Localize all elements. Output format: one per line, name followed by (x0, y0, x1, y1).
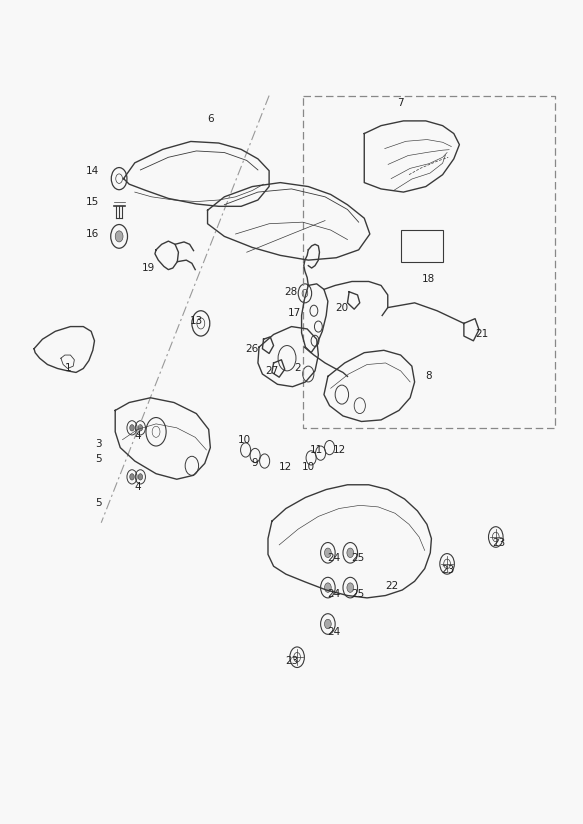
Text: 6: 6 (207, 115, 213, 124)
Text: 28: 28 (284, 287, 297, 297)
Text: 12: 12 (279, 462, 293, 472)
Text: 2: 2 (294, 363, 300, 373)
Text: 1: 1 (64, 363, 71, 373)
Circle shape (138, 424, 143, 431)
Circle shape (325, 583, 331, 592)
Text: 23: 23 (492, 537, 505, 547)
Text: 5: 5 (95, 455, 101, 465)
Text: 9: 9 (252, 458, 258, 468)
Text: 24: 24 (327, 554, 340, 564)
Circle shape (325, 548, 331, 558)
Circle shape (347, 583, 354, 592)
Text: 10: 10 (302, 462, 315, 472)
Text: 18: 18 (422, 274, 436, 284)
Circle shape (138, 474, 143, 480)
Text: 13: 13 (189, 316, 203, 326)
Text: 19: 19 (142, 263, 156, 273)
Text: 25: 25 (351, 589, 364, 599)
Text: 5: 5 (95, 498, 101, 508)
Text: 23: 23 (441, 565, 455, 575)
Text: 21: 21 (475, 330, 489, 339)
Text: 4: 4 (134, 482, 141, 492)
Text: 3: 3 (95, 438, 101, 448)
Circle shape (130, 474, 134, 480)
Circle shape (130, 424, 134, 431)
Bar (401, 230, 442, 262)
Text: 22: 22 (385, 581, 399, 591)
Text: 10: 10 (237, 435, 251, 445)
Text: 14: 14 (86, 166, 100, 176)
Circle shape (325, 620, 331, 629)
Text: 15: 15 (86, 198, 100, 208)
Text: 24: 24 (327, 627, 340, 637)
Text: 8: 8 (426, 372, 432, 382)
Text: 26: 26 (245, 344, 259, 353)
Text: 25: 25 (351, 554, 364, 564)
Text: 4: 4 (134, 431, 141, 441)
Text: 27: 27 (265, 366, 279, 376)
Text: 17: 17 (287, 308, 301, 318)
Text: 11: 11 (310, 445, 324, 455)
Circle shape (347, 548, 354, 558)
Text: 20: 20 (335, 302, 349, 312)
Text: 12: 12 (332, 445, 346, 455)
Text: 16: 16 (86, 229, 100, 239)
Circle shape (115, 231, 123, 242)
Text: 7: 7 (398, 99, 404, 109)
Text: 23: 23 (285, 656, 298, 666)
Text: 24: 24 (327, 589, 340, 599)
